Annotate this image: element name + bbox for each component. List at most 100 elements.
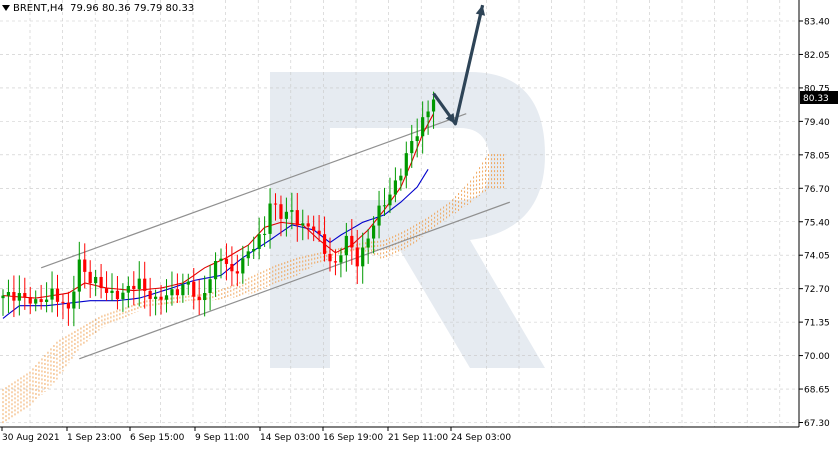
current-price-badge xyxy=(800,91,838,104)
candle-body xyxy=(252,248,256,252)
candle-body xyxy=(154,296,158,299)
y-tick-label: 74.05 xyxy=(804,252,830,262)
candle-body xyxy=(61,301,65,303)
ichimoku-cloud xyxy=(2,154,505,425)
candle-body xyxy=(45,299,49,302)
candle-body xyxy=(382,205,387,207)
candle-body xyxy=(421,117,425,137)
candle-body xyxy=(322,234,327,254)
candle-body xyxy=(415,136,419,142)
tenkan-sen-line xyxy=(2,113,435,299)
candle-body xyxy=(257,234,261,249)
candle-body xyxy=(388,194,392,206)
candle-body xyxy=(55,288,60,302)
candle-body xyxy=(1,295,5,299)
y-tick-label: 79.40 xyxy=(804,118,830,128)
candle-body xyxy=(431,99,436,112)
candle-body xyxy=(404,153,408,176)
candle-body xyxy=(426,111,430,118)
y-tick-label: 76.70 xyxy=(804,185,830,195)
candle-body xyxy=(333,261,338,263)
chart-header: BRENT,H4 79.96 80.36 79.79 80.33 xyxy=(2,3,194,14)
candle-body xyxy=(115,290,120,300)
candle-body xyxy=(399,175,403,181)
candle-body xyxy=(241,258,245,274)
candle-body xyxy=(366,238,370,248)
candle-body xyxy=(284,211,288,219)
y-tick-label: 72.70 xyxy=(804,285,830,295)
candle-body xyxy=(350,235,354,248)
candle-body xyxy=(203,293,207,301)
y-tick-label: 67.30 xyxy=(804,419,830,429)
candle-body xyxy=(295,210,299,226)
y-tick-label: 83.40 xyxy=(804,18,830,28)
candle-body xyxy=(121,292,125,300)
candle-body xyxy=(306,223,310,227)
candle-body xyxy=(192,281,196,297)
candle-body xyxy=(170,289,174,296)
ohlc-values: 79.96 80.36 79.79 80.33 xyxy=(70,3,195,14)
y-tick-label: 78.05 xyxy=(804,151,830,161)
candle-body xyxy=(104,288,109,293)
x-tick-label: 1 Sep 23:00 xyxy=(67,433,122,443)
candle-body xyxy=(137,278,141,290)
symbol-label: BRENT,H4 xyxy=(13,3,64,14)
candle-body xyxy=(17,293,21,301)
candle-body xyxy=(197,296,201,301)
candle-body xyxy=(34,299,38,304)
forecast-arrow-head-down xyxy=(445,112,456,124)
candle-body xyxy=(66,302,70,309)
y-tick-label: 75.40 xyxy=(804,218,830,228)
candle-body xyxy=(410,141,414,154)
candle-body xyxy=(143,278,147,291)
x-tick-label: 14 Sep 03:00 xyxy=(260,433,320,443)
candle-body xyxy=(235,271,239,274)
candle-body xyxy=(77,259,81,292)
candle-body xyxy=(328,253,332,262)
candle-body xyxy=(317,230,321,235)
candle-body xyxy=(159,296,163,300)
candle-body xyxy=(344,235,348,256)
candle-body xyxy=(83,259,87,272)
candle-body xyxy=(12,292,16,301)
dropdown-triangle-icon[interactable] xyxy=(2,5,10,11)
forecast-arrow xyxy=(432,4,485,126)
candle-body xyxy=(164,295,169,300)
forecast-arrow-head-up xyxy=(475,5,486,16)
candle-body xyxy=(273,203,278,205)
candle-body xyxy=(339,255,343,263)
candle-body xyxy=(377,205,381,226)
candle-body xyxy=(110,290,114,293)
candle-body xyxy=(246,251,250,259)
channel-upper-line xyxy=(40,113,467,269)
candle-body xyxy=(28,297,32,304)
candles xyxy=(1,91,436,327)
candle-body xyxy=(175,289,179,296)
x-tick-label: 30 Aug 2021 xyxy=(2,433,60,443)
y-tick-label: 68.65 xyxy=(804,386,830,396)
x-tick-label: 21 Sep 11:00 xyxy=(388,433,448,443)
candle-body xyxy=(23,293,27,298)
candle-body xyxy=(263,233,267,235)
candle-body xyxy=(361,247,365,267)
candle-body xyxy=(213,261,218,280)
candle-body xyxy=(181,284,185,296)
candle-body xyxy=(126,285,130,293)
candle-body xyxy=(39,299,43,302)
y-tick-label: 71.35 xyxy=(804,319,830,329)
watermark-logo xyxy=(270,72,545,368)
x-tick-label: 16 Sep 19:00 xyxy=(323,433,383,443)
y-tick-label: 82.05 xyxy=(804,51,830,61)
candle-body xyxy=(72,291,76,309)
channel-lower-line xyxy=(79,201,511,360)
x-tick-label: 9 Sep 11:00 xyxy=(195,433,250,443)
candle-body xyxy=(301,223,305,226)
y-tick-label: 80.75 xyxy=(804,84,830,94)
candle-body xyxy=(312,226,316,231)
candle-body xyxy=(148,290,152,299)
candle-body xyxy=(230,263,234,272)
candle-body xyxy=(6,292,11,296)
current-price-label: 80.33 xyxy=(803,94,829,104)
